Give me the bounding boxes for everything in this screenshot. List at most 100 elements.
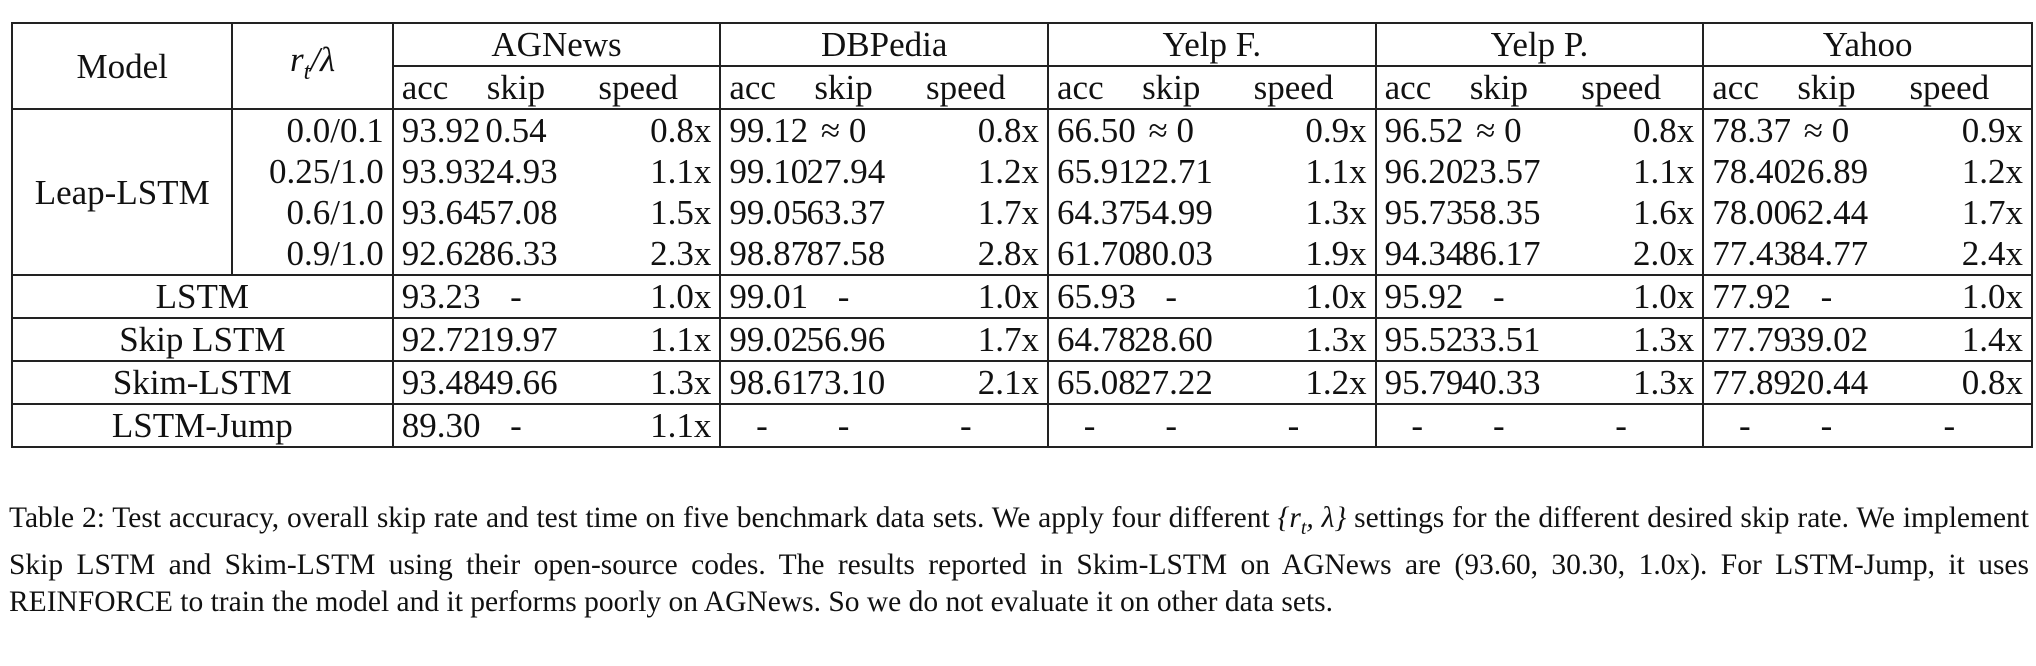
data-cell: 1.7x <box>1867 192 2034 233</box>
data-cell: 77.43 <box>1703 233 1791 276</box>
data-cell: 1.0x <box>557 275 722 319</box>
data-cell: 23.57 <box>1461 152 1541 191</box>
data-cell: 2.8x <box>884 233 1050 276</box>
data-cell: - <box>802 275 885 319</box>
data-cell: 58.35 <box>1461 193 1541 232</box>
model-name-cell: LSTM-Jump <box>11 404 394 448</box>
data-cell: 93.93 <box>401 152 481 191</box>
table-row: 0.9/1.0 92.62 86.33 2.3x 98.87 87.58 2.8x 61.70… <box>12 233 2034 276</box>
dataset-header-agnews: AGNews <box>392 22 722 67</box>
data-cell: 1.2x <box>884 151 1050 192</box>
data-cell: 27.94 <box>806 152 886 191</box>
model-name-cell: LSTM <box>11 275 394 319</box>
data-cell: 56.96 <box>802 318 885 362</box>
data-cell: 19.97 <box>474 318 558 362</box>
table-row: 0.6/1.0 93.64 57.08 1.5x 99.05 63.37 1.7x 64.37… <box>12 192 2034 233</box>
data-cell: 80.03 <box>1130 233 1213 276</box>
data-cell: 1.6x <box>1539 192 1705 233</box>
data-cell: 2.1x <box>884 361 1050 405</box>
data-cell: 77.79 <box>1703 318 1791 362</box>
data-cell: 86.17 <box>1457 233 1541 276</box>
caption-rest: settings for the different desired skip … <box>9 502 2029 618</box>
data-cell: 93.92 <box>401 111 481 150</box>
data-cell: 1.9x <box>1212 233 1377 276</box>
data-cell: 1.7x <box>884 318 1050 362</box>
data-cell: 86.33 <box>474 233 558 276</box>
data-cell: 99.05 <box>729 193 809 232</box>
data-cell: 66.50 <box>1057 111 1136 150</box>
data-cell: 99.01 <box>720 275 808 319</box>
data-cell: 93.23 <box>392 275 480 319</box>
data-cell: 0.8x <box>1867 361 2034 405</box>
data-cell: 1.0x <box>884 275 1050 319</box>
data-cell: - <box>720 404 803 448</box>
results-table: Model rt/λ AGNews DBPedia Yelp F. Yelp P… <box>10 22 2034 448</box>
table-row: LSTM-Jump 89.30-1.1x - - - - - - - - - - - - <box>11 404 2034 448</box>
model-header: Model <box>10 22 234 110</box>
metric-header: skip <box>802 66 885 110</box>
data-cell: 28.60 <box>1130 318 1213 362</box>
metric-header: acc <box>1375 66 1458 110</box>
data-cell: 1.4x <box>1867 318 2034 362</box>
data-cell: ≈ 0 <box>1803 111 1850 150</box>
data-cell: 96.52 <box>1384 111 1464 150</box>
data-cell: 1.3x <box>1539 318 1705 362</box>
data-cell: 40.33 <box>1457 361 1541 405</box>
data-cell: - <box>1048 404 1131 448</box>
data-cell: - <box>1785 404 1868 448</box>
data-cell: 95.79 <box>1375 361 1463 405</box>
data-cell: 92.72 <box>392 318 480 362</box>
data-cell: 1.1x <box>1539 151 1705 192</box>
results-body: Leap-LSTM 0.0/0.1 93.92 0.54 0.8x 99.12 ≈ 0 0.8… <box>10 109 2034 448</box>
data-cell: 78.40 <box>1712 152 1792 191</box>
data-cell: 1.3x <box>1212 318 1377 362</box>
metric-header: skip <box>1785 66 1868 110</box>
data-cell: ≈ 0 <box>1148 111 1194 150</box>
data-cell: 99.10 <box>729 152 809 191</box>
metric-header: speed <box>557 66 722 110</box>
data-cell: 1.0x <box>1212 275 1377 319</box>
data-cell: 89.30 <box>392 404 480 448</box>
metric-header: acc <box>1048 66 1131 110</box>
data-cell: 1.7x <box>884 192 1050 233</box>
data-cell: 0.9x <box>1212 109 1377 151</box>
data-cell: - <box>1867 404 2034 448</box>
data-cell: - <box>1212 404 1377 448</box>
dataset-header-dbpedia: DBPedia <box>720 22 1050 67</box>
metric-header: speed <box>884 66 1050 110</box>
param-header: rt/λ <box>232 22 394 110</box>
param-cell: 0.25/1.0 <box>232 151 394 192</box>
dataset-header-yahoo: Yahoo <box>1703 22 2033 67</box>
data-cell: 2.4x <box>1867 233 2034 276</box>
data-cell: 78.00 <box>1712 193 1792 232</box>
data-cell: - <box>802 404 885 448</box>
data-cell: 1.1x <box>557 404 722 448</box>
data-cell: 33.51 <box>1457 318 1541 362</box>
caption-math: {rt, λ} <box>1277 502 1347 539</box>
metric-header: speed <box>1539 66 1705 110</box>
data-cell: - <box>1703 404 1786 448</box>
param-cell: 0.9/1.0 <box>232 233 394 276</box>
metric-header: speed <box>1212 66 1377 110</box>
metric-header: skip <box>474 66 558 110</box>
data-cell: 95.92 <box>1375 275 1463 319</box>
data-cell: 0.9x <box>1867 109 2034 151</box>
data-cell: 1.3x <box>1539 361 1705 405</box>
data-cell: 57.08 <box>478 193 558 232</box>
data-cell: 84.77 <box>1785 233 1868 276</box>
dataset-header-yelpp: Yelp P. <box>1375 22 1705 67</box>
data-cell: 0.8x <box>1539 109 1705 151</box>
table-row: 0.25/1.0 93.93 24.93 1.1x 99.10 27.94 1.2x 65.9… <box>12 151 2034 192</box>
data-cell: 1.0x <box>1539 275 1705 319</box>
data-cell: 1.2x <box>1867 151 2034 192</box>
data-cell: - <box>1375 404 1458 448</box>
data-cell: 0.8x <box>557 109 722 151</box>
data-cell: 78.37 <box>1712 111 1792 150</box>
dataset-header-yelpf: Yelp F. <box>1048 22 1377 67</box>
param-cell: 0.0/0.1 <box>232 109 394 151</box>
data-cell: 63.37 <box>806 193 886 232</box>
data-cell: 64.37 <box>1057 193 1136 232</box>
data-cell: 2.0x <box>1539 233 1705 276</box>
data-cell: 98.87 <box>720 233 808 276</box>
param-cell: 0.6/1.0 <box>232 192 394 233</box>
